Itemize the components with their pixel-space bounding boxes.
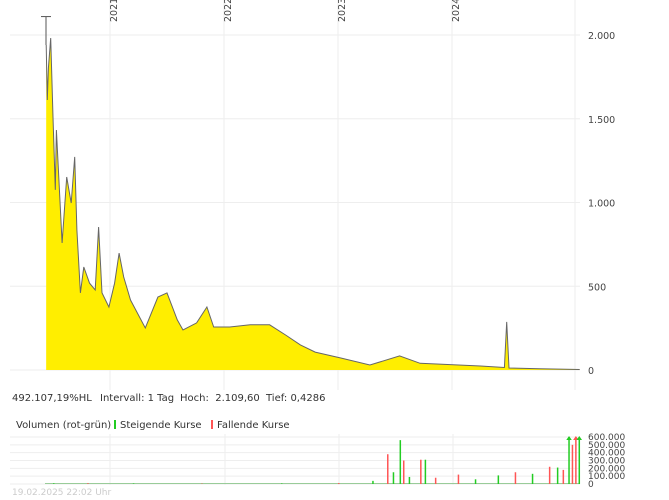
y-tick-label: 2.000	[588, 31, 615, 42]
y-tick-label: 1.500	[588, 115, 615, 126]
volume-bar	[434, 477, 437, 484]
x-tick-label: 2023	[337, 0, 348, 22]
x-tick-label: 2022	[223, 0, 234, 22]
x-tick-label: 2021	[109, 0, 120, 22]
price-area	[46, 38, 580, 370]
volume-bar	[372, 480, 374, 484]
volume-bar	[53, 483, 55, 484]
overflow-arrow-icon	[576, 436, 583, 440]
volume-bar	[457, 474, 460, 484]
price-y-axis: 0 500 1.000 1.500 2.000	[588, 31, 615, 377]
timestamp: 19.02.2025 22:02 Uhr	[12, 488, 111, 498]
y-tick-label: 500	[588, 282, 606, 293]
volume-bar	[556, 467, 559, 484]
volume-bar	[575, 437, 577, 484]
volume-bar	[562, 469, 565, 484]
y-tick-label: 0	[588, 366, 594, 377]
interval-value: Intervall: 1 Tag	[100, 393, 174, 404]
volume-bar	[87, 483, 89, 484]
overflow-arrow-icon	[566, 436, 572, 440]
legend-up-swatch	[114, 420, 116, 429]
volume-bar	[338, 483, 340, 484]
volume-bar	[474, 479, 477, 484]
y-tick-label: 1.000	[588, 199, 615, 210]
low-value: Tief: 0,4286	[265, 393, 325, 404]
x-tick-label: 2024	[451, 0, 462, 22]
volume-bar	[514, 472, 517, 484]
volume-bar	[402, 460, 405, 484]
volume-bar	[420, 459, 422, 484]
volume-bar	[392, 472, 395, 484]
volume-bar	[568, 437, 570, 484]
volume-bar	[571, 444, 574, 484]
volume-tick-label: 400.000	[588, 449, 625, 459]
performance-value: 492.107,19%HL	[12, 393, 92, 404]
volume-bar	[531, 473, 534, 484]
legend-down-label: Fallende Kurse	[217, 420, 290, 431]
price-x-axis: 2021 2022 2023 2024	[109, 0, 462, 22]
volume-bars	[45, 436, 583, 484]
volume-tick-label: 500.000	[588, 441, 625, 451]
volume-y-axis: 600.000500.000400.000300.000200.000100.0…	[588, 433, 625, 490]
volume-tick-label: 200.000	[588, 464, 625, 474]
price-grid	[10, 0, 580, 390]
volume-tick-label: 600.000	[588, 433, 625, 443]
volume-tick-label: 300.000	[588, 457, 625, 467]
volume-grid	[10, 434, 580, 485]
volume-bar	[399, 440, 402, 484]
volume-bar	[387, 454, 389, 484]
high-value: Hoch: 2.109,60	[180, 393, 260, 404]
volume-title: Volumen (rot-grün)	[16, 420, 111, 431]
volume-tick-label: 0	[588, 480, 594, 490]
volume-bar	[497, 475, 500, 484]
legend-up-label: Steigende Kurse	[120, 420, 202, 431]
price-line	[45, 37, 580, 370]
volume-bar	[424, 459, 427, 484]
volume-bar	[578, 437, 581, 484]
volume-bar	[408, 476, 411, 484]
legend-down-swatch	[211, 420, 213, 429]
volume-bar	[548, 466, 551, 484]
volume-tick-label: 100.000	[588, 472, 625, 482]
